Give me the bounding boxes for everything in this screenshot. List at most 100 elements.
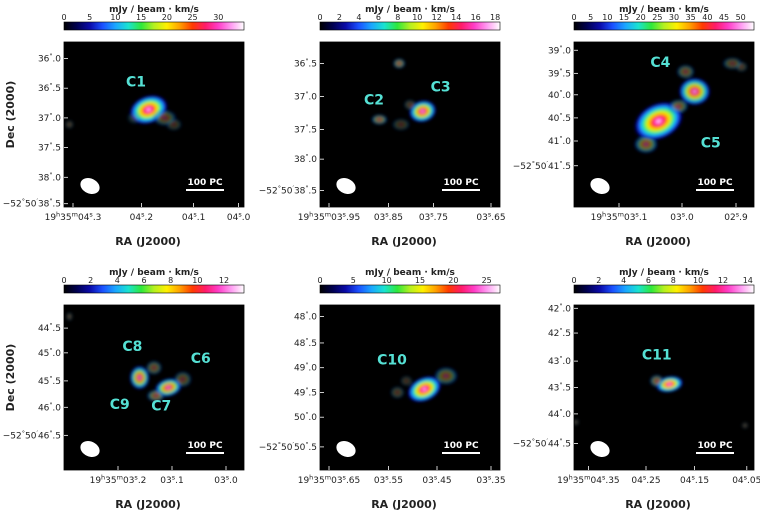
colorbar-title: mJy / beam · km/s [619,5,709,15]
colorbar-tick-label: 10 [192,276,202,285]
scale-bar-label: 100 PC [187,178,223,188]
x-tick-label: 04s​.2 [130,211,153,224]
colorbar-tick-label: 0 [61,276,66,285]
emission-blob [434,366,458,385]
colorbar-tick-label: 30 [669,13,679,22]
y-tick-label: 36"​.5 [38,82,61,95]
colorbar-tick-label: 14 [451,13,461,22]
y-tick-label: 44"​.5 [38,322,61,335]
x-tick-label: 04s​.05 [732,474,760,487]
colorbar-tick-label: 0 [571,13,576,22]
source-label: C2 [364,93,384,109]
colorbar-tick-label: 10 [382,276,392,285]
colorbar-tick-label: 12 [432,13,442,22]
colorbar-tick-label: 8 [395,13,400,22]
y-tick-label: 45"​.5 [38,374,61,387]
x-tick-label: 19h​35m​03s​.2 [90,474,147,487]
colorbar-tick-label: 0 [571,276,576,285]
emission-blob [146,360,162,375]
colorbar-tick-label: 40 [702,13,712,22]
emission-blob [400,375,413,386]
emission-blob [407,375,442,403]
map-frame [63,304,245,471]
colorbar-tick-label: 10 [602,13,612,22]
y-tick-label: 43"​.5 [548,381,571,394]
source-label: C5 [701,136,721,152]
x-tick-label: 03s​.35 [476,474,505,487]
emission-blob [127,111,142,124]
panel-c11: mJy / beam · km/s 0 2 4 6 8 10 12 14 100 PC C11 42"… [510,263,760,516]
y-tick-label: −52°​50′​50"​.5 [259,440,317,453]
y-tick-label: 40"​.0 [548,88,571,101]
x-tick-label: 03s​.0 [670,211,694,224]
y-tick-label: 49"​.5 [294,386,317,399]
map-frame [319,41,501,208]
y-tick-label: 49"​.0 [294,361,317,374]
x-tick-label: 03s​.1 [160,474,183,487]
x-axis-label: RA (J2000) [625,498,691,511]
colorbar-tick-label: 25 [652,13,662,22]
scale-bar-label: 100 PC [443,178,479,188]
y-tick-label: 37"​.5 [294,123,317,136]
y-tick-label: 38"​.0 [38,171,61,184]
source-label: C8 [122,339,142,355]
source-label: C1 [126,75,146,91]
colorbar-tick-label: 5 [87,13,92,22]
y-tick-label: −52°​50′​38"​.5 [3,197,61,210]
colorbar-tick-label: 20 [636,13,646,22]
x-axis-label: RA (J2000) [625,235,691,248]
colorbar-tick-label: 5 [351,276,356,285]
colorbar-tick-label: 4 [356,13,361,22]
map-frame [319,304,501,471]
emission-blob [371,114,388,125]
y-tick-label: 42"​.0 [548,302,571,315]
emission-blob [129,365,150,390]
colorbar-tick-label: 15 [136,13,146,22]
emission-blob [735,61,748,72]
colorbar-tick-label: 0 [317,276,322,285]
colorbar-tick-label: 50 [736,13,746,22]
panel-canvas: mJy / beam · km/s 0 5 10 15 20 25 100 PC C10 48"​… [259,268,506,511]
colorbar-tick-label: 2 [88,276,93,285]
map-image [64,42,244,207]
y-tick-label: −52°​50′​46"​.5 [3,429,61,442]
panel-c2-c3: mJy / beam · km/s 0 2 4 6 8 10 12 14 16 18 100 PC C2… [256,0,506,253]
x-axis-label: RA (J2000) [371,235,437,248]
colorbar-tick-label: 35 [686,13,696,22]
x-tick-label: 03s​.55 [374,474,403,487]
colorbar-title: mJy / beam · km/s [109,268,199,278]
colorbar-tick-label: 8 [671,276,676,285]
x-tick-label: 03s​.65 [476,211,505,224]
colorbar [319,21,501,31]
colorbar-tick-label: 25 [482,276,492,285]
y-tick-label: −52°​50′​44"​.5 [513,437,571,450]
x-tick-label: 04s​.15 [680,474,709,487]
beam-ellipse [590,177,610,195]
scale-bar-label: 100 PC [697,441,733,451]
colorbar-tick-label: 5 [588,13,593,22]
emission-blob [390,386,405,399]
y-tick-label: −52°​50′​38"​.5 [259,184,317,197]
panel-canvas: mJy / beam · km/s 0 2 4 6 8 10 12 100 PC C8 C6 C9 C7… [3,268,245,511]
emission-blob [393,58,406,69]
y-tick-label: 37"​.0 [294,90,317,103]
emission-blob [668,99,689,114]
emission-blob [165,118,182,131]
x-tick-label: 04s​.0 [227,211,251,224]
beam-ellipse [590,440,610,458]
source-label: C10 [377,352,407,368]
map-frame [63,41,245,208]
colorbar [573,284,755,294]
colorbar-tick-label: 6 [376,13,381,22]
colorbar-tick-label: 30 [213,13,223,22]
y-tick-label: 48"​.0 [294,310,317,323]
colorbar-tick-label: 10 [412,13,422,22]
y-tick-label: 36"​.5 [294,57,317,70]
colorbar-tick-label: 0 [317,13,322,22]
y-tick-label: 43"​.0 [548,355,571,368]
beam-ellipse [80,440,100,458]
colorbar [63,21,245,31]
emission-blob [649,374,664,387]
emission-blob [574,419,579,426]
y-tick-label: 36"​.0 [38,52,61,65]
